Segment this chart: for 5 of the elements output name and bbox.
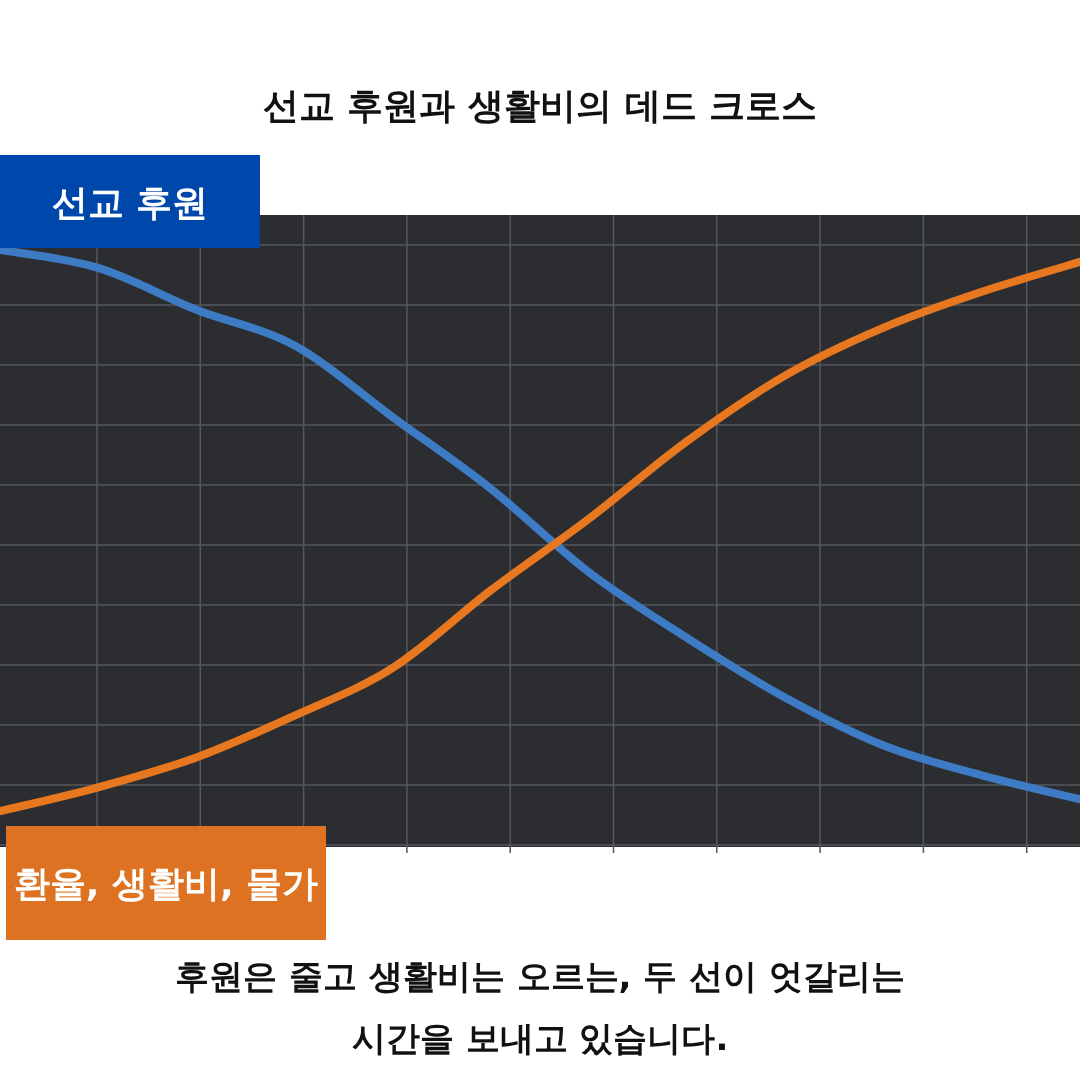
text: 시간을 보내고 있습니다. [351,1018,729,1058]
text: 후원은 줄고 생활비는 오르는, 두 선이 엇갈리는 [175,956,905,996]
series-label: 선교 후원 [51,181,209,223]
chart-title: 선교 후원과 생활비의 데드 크로스 [262,85,818,126]
series-label: 환율, 생활비, 물가 [13,863,319,904]
